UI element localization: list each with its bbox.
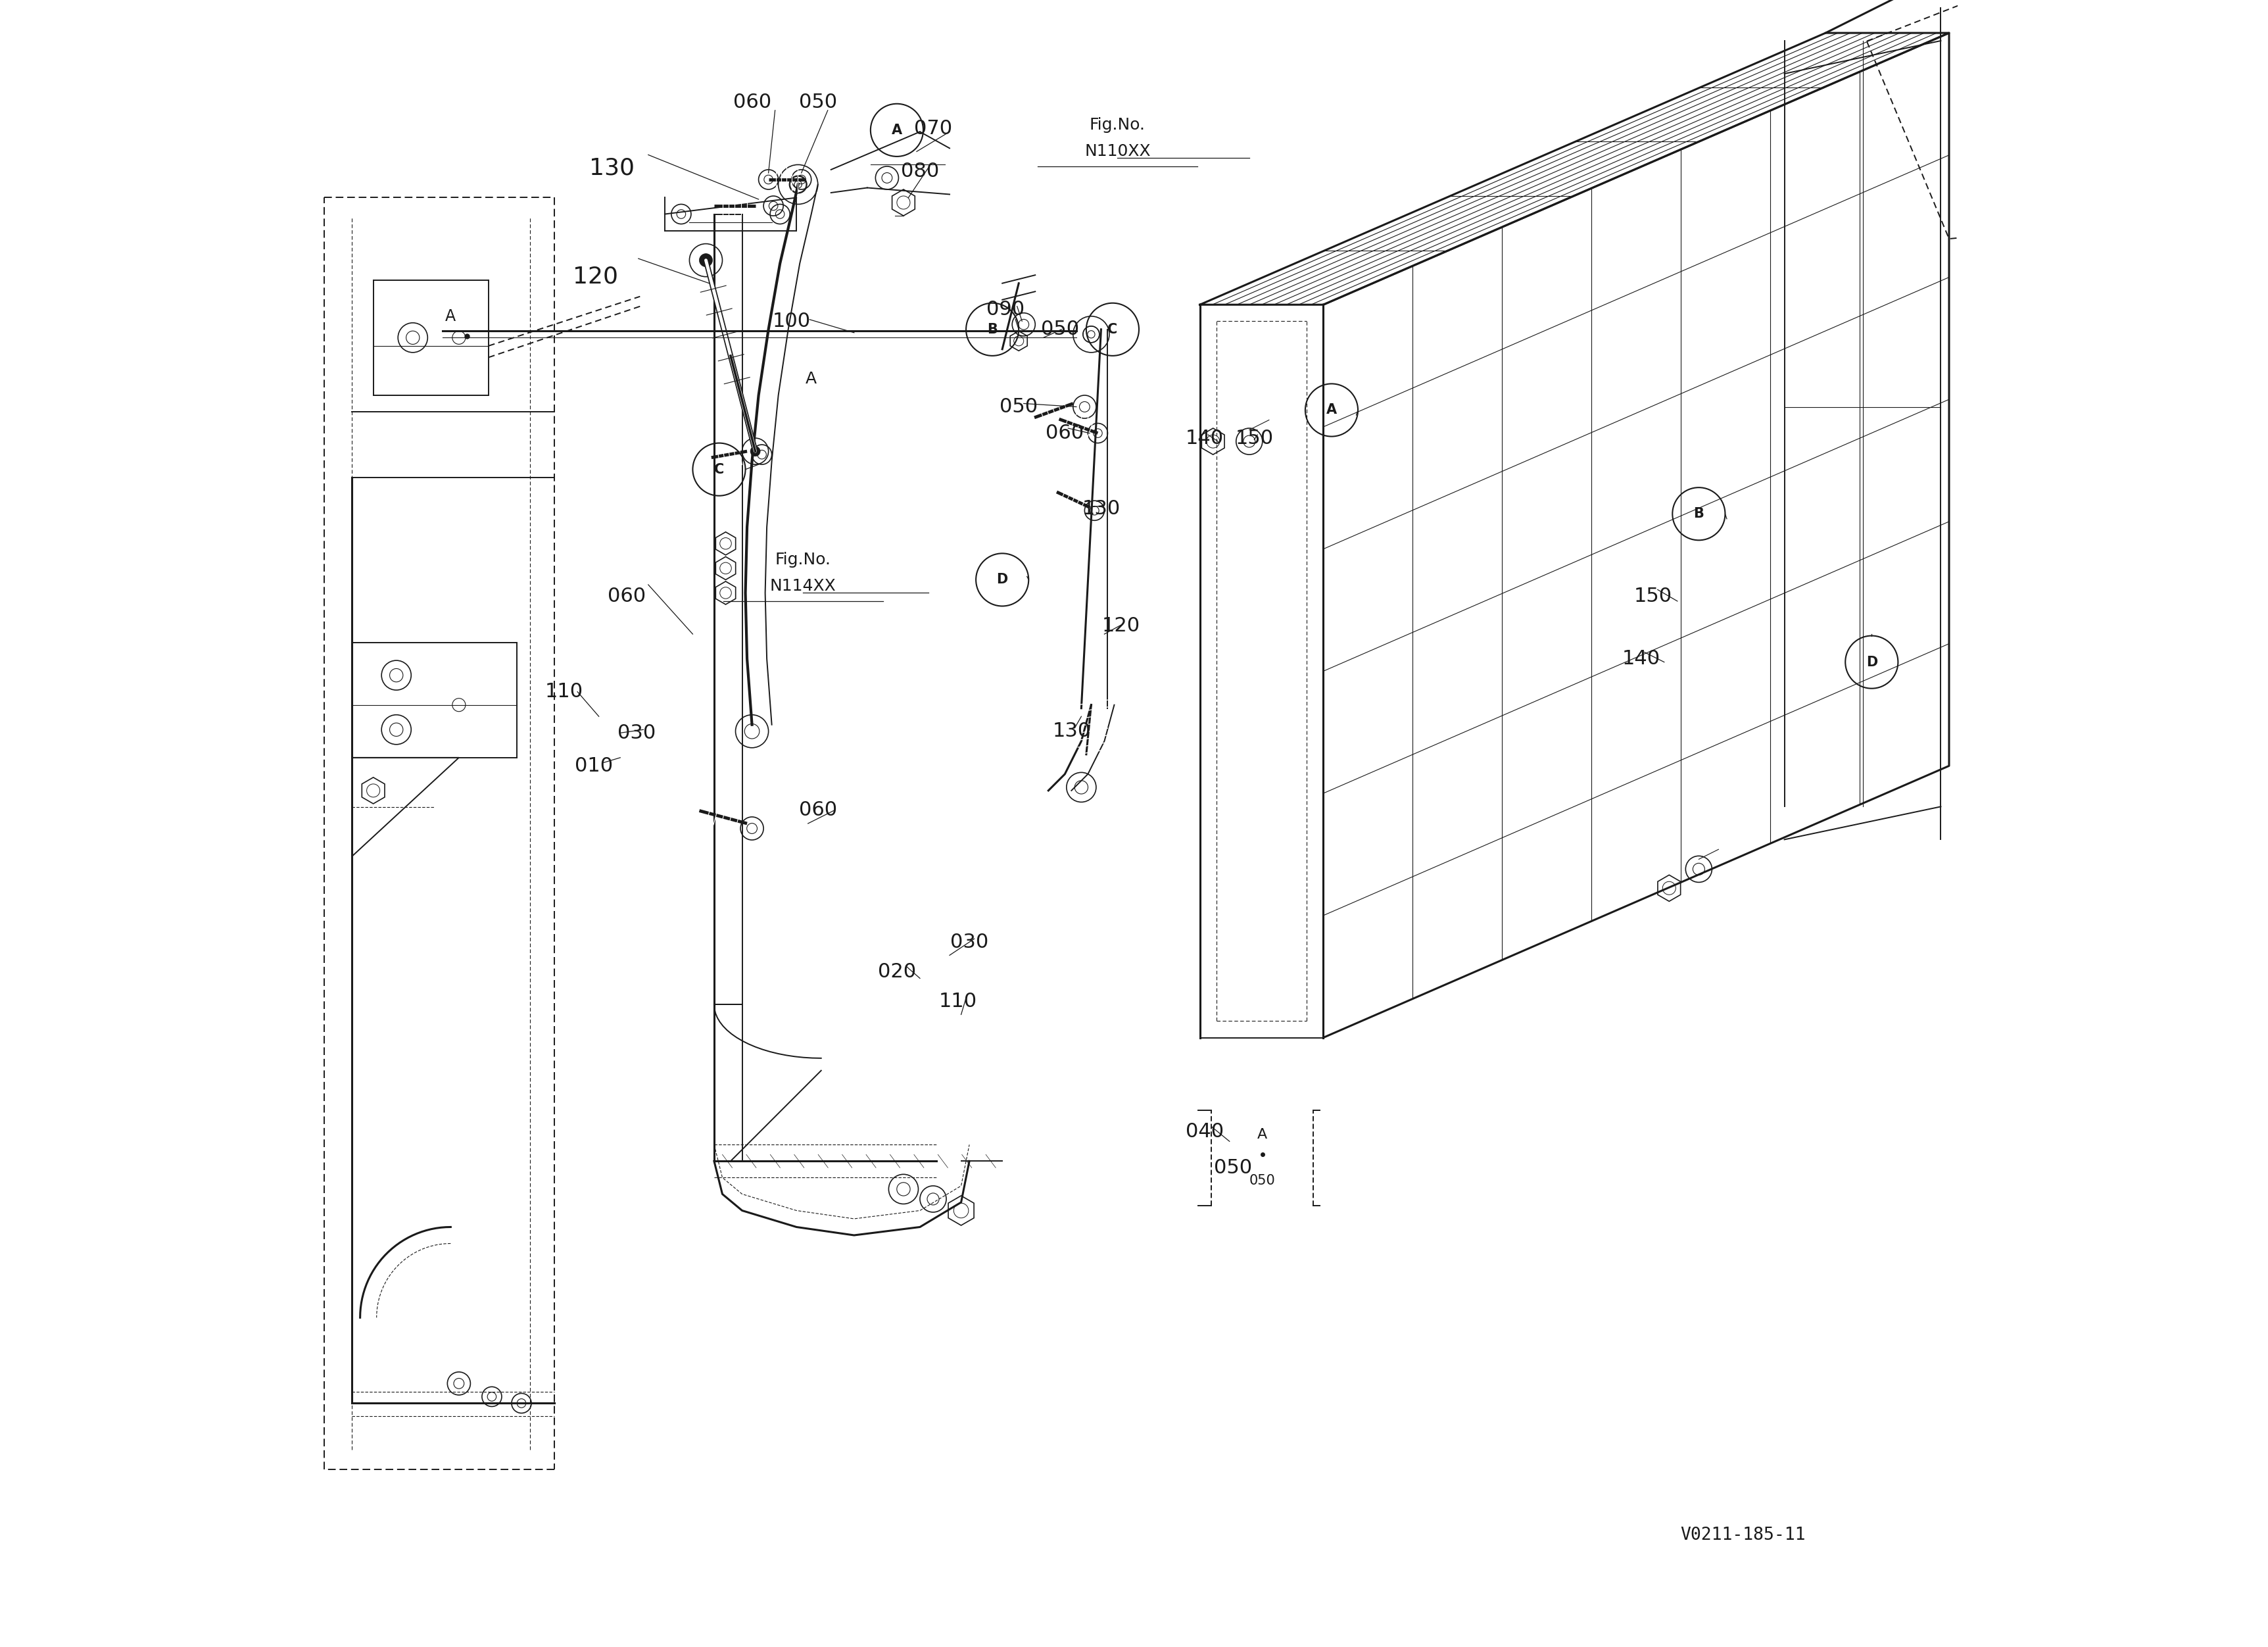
Text: A: A bbox=[1256, 1128, 1268, 1141]
Text: 120: 120 bbox=[574, 265, 619, 288]
Text: N110XX: N110XX bbox=[1084, 143, 1150, 160]
Text: D: D bbox=[1867, 656, 1878, 669]
Text: C: C bbox=[1107, 323, 1118, 336]
Text: 050: 050 bbox=[1250, 1174, 1275, 1187]
Text: B: B bbox=[1694, 507, 1703, 520]
Text: 060: 060 bbox=[608, 586, 646, 606]
Text: Fig.No.: Fig.No. bbox=[1089, 117, 1145, 133]
Text: 130: 130 bbox=[1052, 721, 1091, 741]
Text: 050: 050 bbox=[1213, 1158, 1252, 1178]
Text: C: C bbox=[714, 463, 723, 476]
Text: 080: 080 bbox=[900, 161, 939, 181]
Text: N114XX: N114XX bbox=[769, 578, 837, 595]
Text: 050: 050 bbox=[1000, 397, 1039, 417]
Text: 060: 060 bbox=[798, 800, 837, 820]
Text: 050: 050 bbox=[798, 92, 837, 112]
Text: 120: 120 bbox=[1102, 616, 1141, 636]
Text: 030: 030 bbox=[950, 932, 989, 952]
Circle shape bbox=[699, 254, 712, 267]
Text: D: D bbox=[996, 573, 1007, 586]
Text: 130: 130 bbox=[1082, 499, 1120, 519]
Text: 140: 140 bbox=[1186, 428, 1225, 448]
Text: 110: 110 bbox=[544, 682, 583, 702]
Text: 060: 060 bbox=[1046, 423, 1084, 443]
Text: 040: 040 bbox=[1186, 1122, 1225, 1141]
Text: Fig.No.: Fig.No. bbox=[776, 552, 830, 568]
Text: 150: 150 bbox=[1633, 586, 1672, 606]
Text: A: A bbox=[891, 124, 903, 137]
Text: 130: 130 bbox=[590, 156, 635, 180]
Circle shape bbox=[751, 446, 760, 456]
Text: 050: 050 bbox=[1041, 320, 1080, 339]
Text: 030: 030 bbox=[617, 723, 655, 743]
Text: B: B bbox=[987, 323, 998, 336]
Text: 140: 140 bbox=[1622, 649, 1660, 669]
Text: 070: 070 bbox=[914, 119, 953, 138]
Text: A: A bbox=[805, 371, 816, 387]
Text: 150: 150 bbox=[1236, 428, 1272, 448]
Text: 110: 110 bbox=[939, 991, 978, 1011]
Text: 020: 020 bbox=[878, 962, 916, 982]
Text: V0211-185-11: V0211-185-11 bbox=[1681, 1527, 1805, 1543]
Text: 100: 100 bbox=[773, 311, 810, 331]
Text: A: A bbox=[1327, 404, 1336, 417]
Text: 010: 010 bbox=[574, 756, 612, 776]
Text: 060: 060 bbox=[733, 92, 771, 112]
Text: A: A bbox=[445, 308, 456, 324]
Text: 090: 090 bbox=[987, 300, 1025, 320]
